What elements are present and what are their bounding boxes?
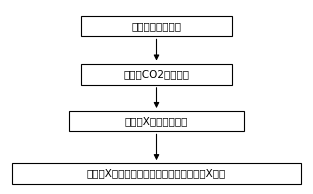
- Text: 肺泡区X浓度、组织产生经循环系统传递的X浓度: 肺泡区X浓度、组织产生经循环系统传递的X浓度: [87, 168, 226, 178]
- FancyBboxPatch shape: [69, 111, 244, 132]
- Text: 呼出气X分子浓度分析: 呼出气X分子浓度分析: [125, 116, 188, 126]
- FancyBboxPatch shape: [12, 163, 301, 184]
- Text: 潮气呼吸样本采集: 潮气呼吸样本采集: [131, 21, 182, 31]
- FancyBboxPatch shape: [81, 16, 232, 36]
- FancyBboxPatch shape: [81, 64, 232, 85]
- Text: 取样、CO2浓度监测: 取样、CO2浓度监测: [124, 70, 189, 80]
